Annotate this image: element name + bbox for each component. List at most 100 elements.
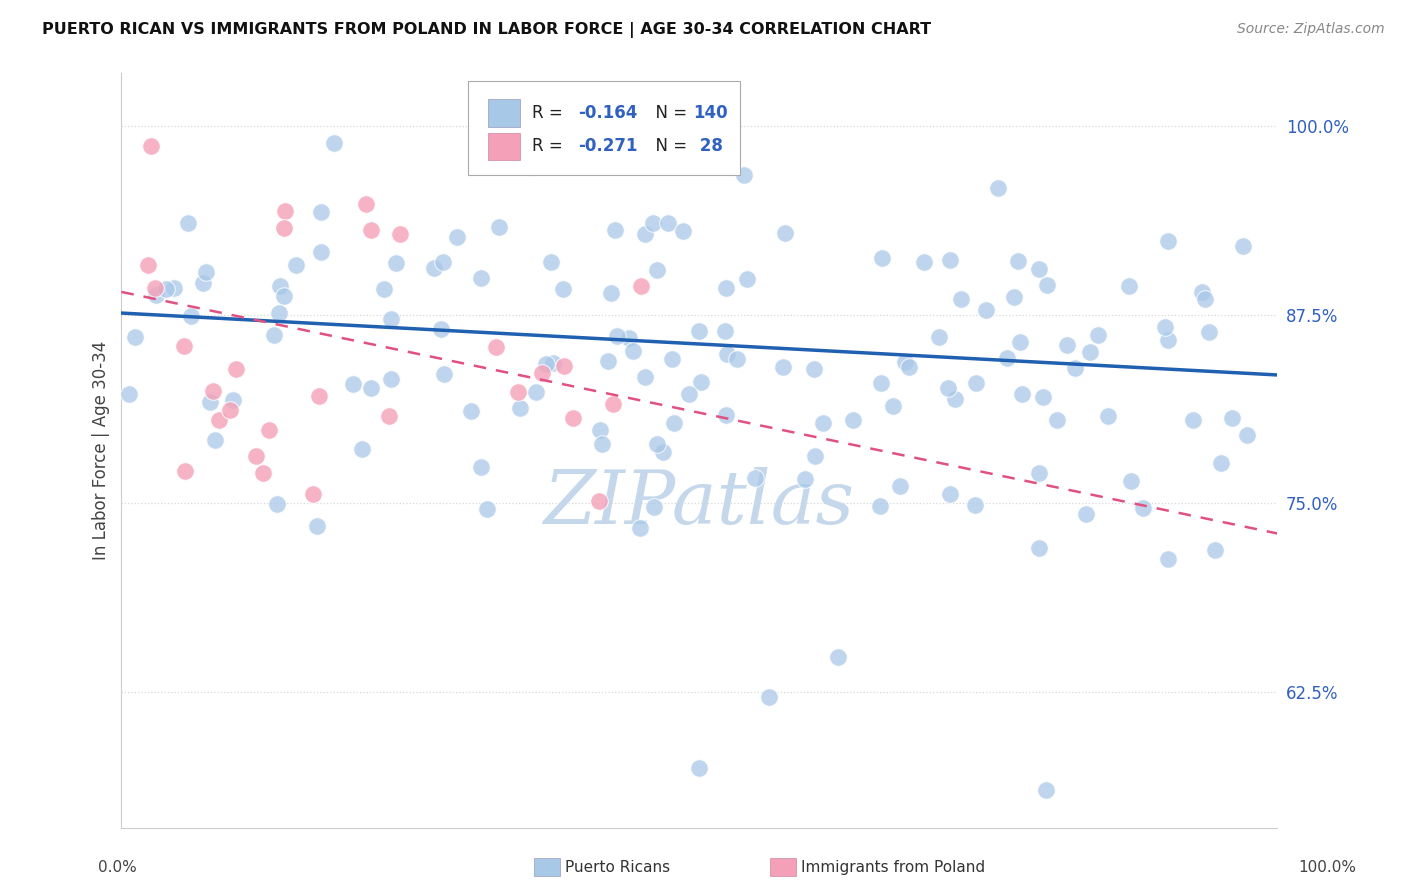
Point [273, 204, 295, 219]
Point [672, 224, 695, 238]
Point [1056, 338, 1078, 352]
Point [591, 437, 613, 451]
Point [342, 376, 364, 391]
Point [602, 397, 624, 411]
Point [302, 487, 325, 501]
Point [378, 409, 401, 423]
Point [195, 265, 218, 279]
Point [688, 760, 710, 774]
Point [173, 464, 195, 478]
Point [202, 384, 225, 398]
Text: 140: 140 [693, 104, 728, 122]
Point [893, 355, 915, 369]
Point [269, 278, 291, 293]
Point [678, 387, 700, 401]
Point [1153, 320, 1175, 334]
Point [949, 292, 972, 306]
Point [177, 216, 200, 230]
Text: 100.0%: 100.0% [1299, 860, 1357, 874]
Point [1220, 411, 1243, 425]
Point [267, 306, 290, 320]
Point [870, 251, 893, 265]
Point [356, 196, 378, 211]
Point [373, 282, 395, 296]
Point [641, 216, 664, 230]
Point [744, 471, 766, 485]
Point [772, 360, 794, 375]
Point [273, 289, 295, 303]
Point [1119, 474, 1142, 488]
Point [543, 356, 565, 370]
Point [689, 376, 711, 390]
Point [257, 423, 280, 437]
Point [811, 416, 834, 430]
Bar [488, 133, 520, 160]
Point [1209, 456, 1232, 470]
Point [1028, 466, 1050, 480]
Point [1118, 279, 1140, 293]
Point [561, 410, 583, 425]
Text: ZIPatlas: ZIPatlas [544, 467, 855, 540]
Text: N =: N = [645, 104, 693, 122]
Point [136, 259, 159, 273]
Point [591, 129, 613, 144]
Point [1035, 783, 1057, 797]
Point [628, 521, 651, 535]
Point [360, 381, 382, 395]
Point [1007, 253, 1029, 268]
Point [1181, 413, 1204, 427]
Point [252, 466, 274, 480]
Point [430, 322, 453, 336]
Point [974, 302, 997, 317]
Point [432, 255, 454, 269]
Y-axis label: In Labor Force | Age 30-34: In Labor Force | Age 30-34 [93, 341, 110, 560]
Point [143, 280, 166, 294]
Point [645, 437, 668, 451]
Text: R =: R = [531, 137, 568, 155]
Point [380, 312, 402, 326]
Point [630, 279, 652, 293]
Point [634, 369, 657, 384]
Point [1157, 552, 1180, 566]
Point [208, 413, 231, 427]
Bar [488, 99, 520, 127]
Point [965, 498, 987, 512]
Point [758, 690, 780, 704]
Point [423, 260, 446, 275]
Point [433, 368, 456, 382]
Point [617, 331, 640, 345]
Point [309, 205, 332, 219]
Point [643, 500, 665, 514]
Point [827, 650, 849, 665]
Point [588, 494, 610, 508]
Point [1232, 239, 1254, 253]
Point [1198, 325, 1220, 339]
Text: -0.164: -0.164 [578, 104, 637, 122]
Point [284, 258, 307, 272]
Point [662, 417, 685, 431]
Point [388, 227, 411, 241]
Point [225, 362, 247, 376]
Point [1194, 292, 1216, 306]
Point [118, 387, 141, 401]
Point [1132, 500, 1154, 515]
Point [1008, 335, 1031, 350]
Point [198, 394, 221, 409]
Point [943, 392, 966, 406]
Point [163, 280, 186, 294]
Point [912, 254, 935, 268]
Point [803, 361, 825, 376]
Point [1011, 387, 1033, 401]
Point [599, 285, 621, 300]
Point [1032, 390, 1054, 404]
Point [1204, 543, 1226, 558]
Point [460, 404, 482, 418]
Point [245, 449, 267, 463]
Point [688, 324, 710, 338]
Point [222, 393, 245, 408]
Text: 28: 28 [693, 137, 723, 155]
Point [191, 276, 214, 290]
Point [360, 223, 382, 237]
Point [987, 181, 1010, 195]
Point [470, 460, 492, 475]
